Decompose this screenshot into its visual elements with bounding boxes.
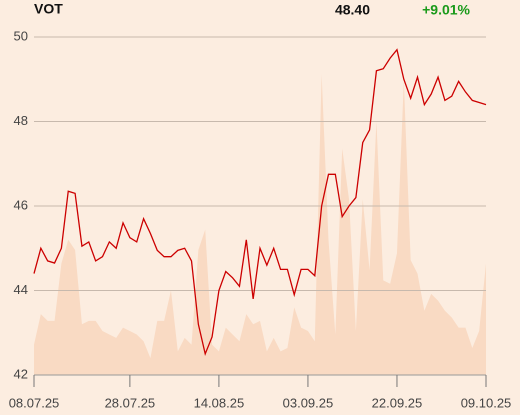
y-tick-label: 42 — [14, 366, 28, 381]
x-tick-label: 22.09.25 — [372, 395, 423, 410]
ticker: VOT — [34, 1, 63, 17]
volume-area — [34, 74, 486, 376]
y-tick-label: 50 — [14, 28, 28, 43]
x-tick-label: 14.08.25 — [194, 395, 245, 410]
x-tick-label: 08.07.25 — [9, 395, 60, 410]
x-tick-label: 03.09.25 — [283, 395, 334, 410]
y-tick-label: 44 — [14, 282, 28, 297]
x-tick-label: 09.10.25 — [461, 395, 512, 410]
price-line — [33, 48, 487, 357]
y-tick-label: 46 — [14, 197, 28, 212]
price: 48.40 — [335, 2, 370, 18]
y-tick-label: 48 — [14, 113, 28, 128]
x-tick-label: 28.07.25 — [105, 395, 156, 410]
change: +9.01% — [422, 2, 470, 18]
